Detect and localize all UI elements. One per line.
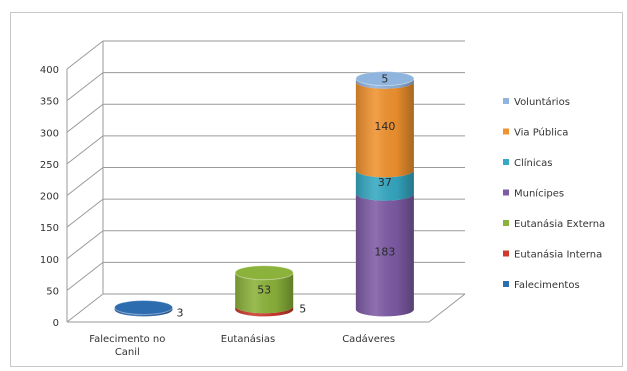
legend-swatch (503, 98, 509, 104)
y-tick-label: 0 (53, 318, 59, 329)
data-label: 5 (299, 302, 306, 315)
bar-top-cap (234, 265, 294, 281)
bar-segment-shading (114, 307, 173, 317)
legend-label: Eutanásia Externa (514, 218, 605, 230)
bar-segment-shading (355, 81, 414, 178)
bar-segment-shading (235, 272, 294, 314)
gridline-depth (66, 167, 104, 196)
gridline-depth (66, 135, 104, 165)
floor-right-edge (428, 293, 466, 323)
legend-swatch (503, 220, 509, 226)
legend-label: Munícipes (514, 188, 564, 200)
gridline-depth (66, 198, 104, 228)
y-tick-label: 150 (40, 223, 59, 234)
legend-swatch (503, 159, 509, 165)
stacked-cylinder-chart: 0 50 100 150 200 250 300 350 400 Falecimento no Ca… (40, 40, 605, 358)
x-tick-label: Eutanásias (221, 333, 276, 345)
gridline-depth (66, 103, 104, 133)
data-label: 37 (378, 176, 392, 189)
y-tick-label: 100 (40, 255, 59, 266)
legend-swatch (503, 128, 509, 135)
legend-swatch (503, 250, 509, 257)
y-tick-label: 50 (46, 286, 59, 297)
y-tick-label: 250 (40, 160, 59, 171)
data-labels-group: 3 5 53 183 37 140 5 (177, 73, 396, 320)
y-tick-label: 200 (40, 192, 59, 203)
legend-label: Voluntários (514, 96, 570, 108)
legend-label: Falecimentos (514, 280, 580, 291)
y-tick-label: 300 (40, 128, 59, 139)
data-label: 53 (257, 283, 271, 296)
legend-label: Clínicas (514, 157, 553, 169)
legend-swatch (503, 281, 509, 287)
chart-frame: 0 50 100 150 200 250 300 350 400 Falecimento no Ca… (10, 12, 623, 367)
data-label: 5 (381, 73, 388, 86)
bar-segment-shading (355, 193, 414, 317)
gridline-depth (66, 72, 104, 102)
bar-top-cap (355, 71, 415, 87)
data-label: 140 (374, 120, 395, 133)
gridline-depth (66, 40, 104, 70)
bar-segment-shading (235, 306, 294, 317)
x-tick-label: Canil (115, 347, 140, 358)
legend-swatch (503, 189, 509, 196)
y-tick-label: 350 (40, 97, 59, 108)
bars-group (114, 71, 415, 317)
legend-label: Eutanásia Interna (514, 249, 602, 261)
x-tick-label: Cadáveres (342, 333, 395, 345)
gridline-depth (66, 293, 104, 323)
y-tick-label: 400 (40, 65, 59, 76)
bar-top-cap (114, 300, 174, 316)
gridline-depth (66, 261, 104, 291)
legend-label: Via Pública (514, 127, 568, 139)
data-label: 183 (374, 246, 395, 259)
legend: Voluntários Via Pública Clínicas Munícipes E… (503, 96, 605, 291)
bar-segment-shading (355, 78, 414, 89)
bar-segment-shading (355, 170, 414, 201)
x-tick-label: Falecimento no (89, 334, 165, 345)
data-label: 3 (177, 306, 184, 319)
gridline-depth (66, 230, 104, 260)
